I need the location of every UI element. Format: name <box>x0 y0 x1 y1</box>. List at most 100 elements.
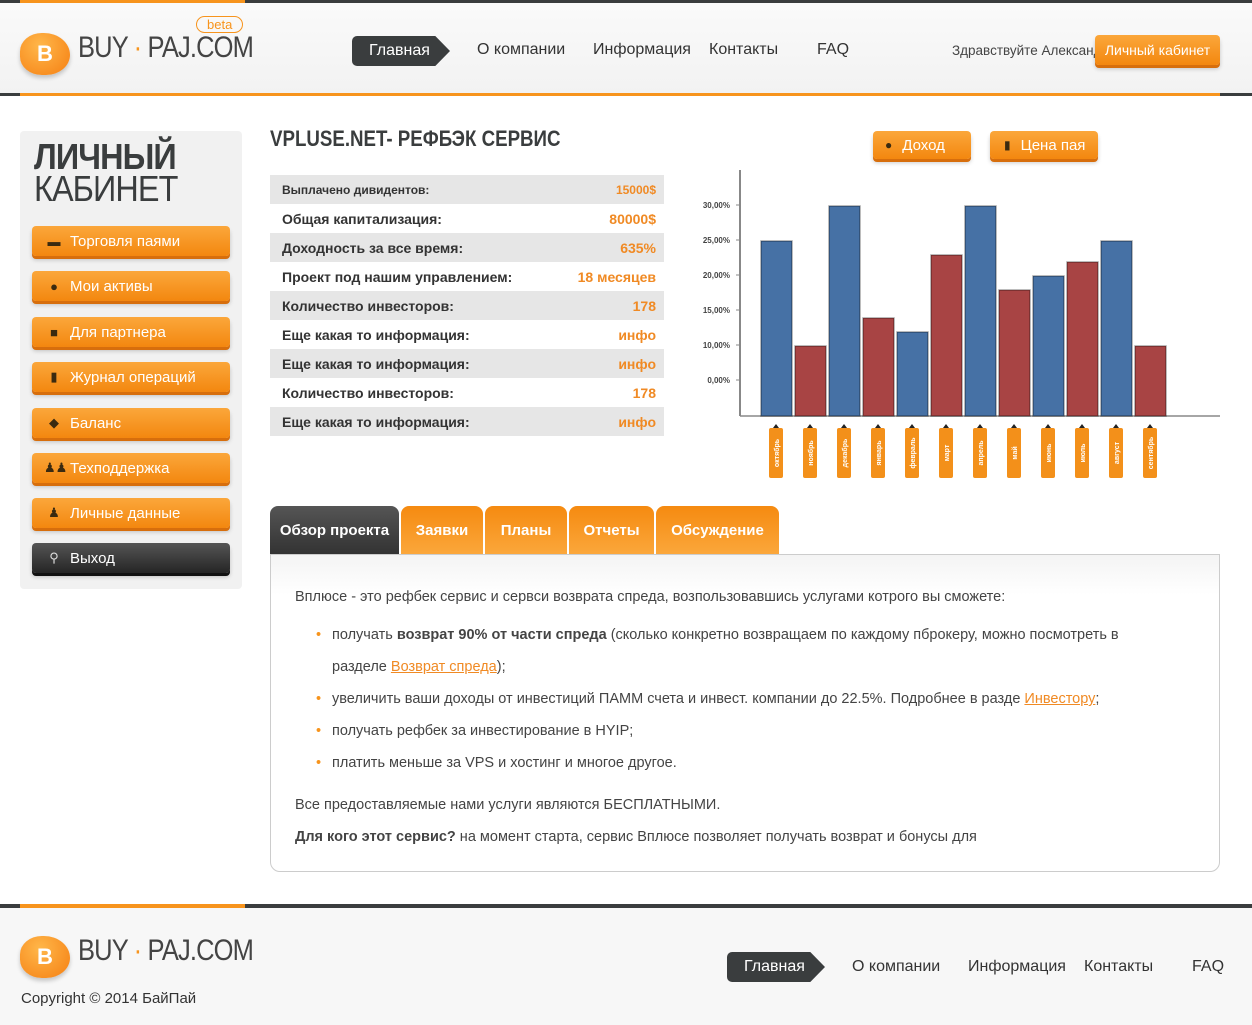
x-tick-label: июнь <box>1046 443 1053 463</box>
sidebar-item-balance[interactable]: ◆ Баланс <box>32 408 230 438</box>
stats-row: Проект под нашим управлением: 18 месяцев <box>282 268 656 285</box>
x-tick-label: июль <box>1080 443 1087 463</box>
footer: B BUY · PAJ.COM Copyright © 2014 БайПай … <box>0 904 1252 1025</box>
bar-июнь <box>1032 275 1065 417</box>
sidebar-item-partner[interactable]: ■ Для партнера <box>32 317 230 347</box>
sidebar-item-journal[interactable]: ▮ Журнал операций <box>32 362 230 392</box>
bar-сентябрь <box>1134 345 1167 417</box>
month-tag <box>1075 428 1089 478</box>
stats-row: Выплачено дивидентов: 15000$ <box>270 175 664 204</box>
cabinet-button[interactable]: Личный кабинет <box>1095 35 1220 65</box>
x-tick-label: март <box>944 444 951 461</box>
month-tag <box>803 428 817 478</box>
month-tag <box>769 428 783 478</box>
sidebar-item-assets[interactable]: ● Мои активы <box>32 271 230 301</box>
stats-row: Доходность за все время: 635% <box>270 233 664 262</box>
month-tag <box>905 428 919 478</box>
sidebar: ЛИЧНЫЙ КАБИНЕТ ▬ Торговля паями ● Мои актив… <box>20 131 242 589</box>
bar-октябрь <box>760 240 793 417</box>
sidebar-item-trading[interactable]: ▬ Торговля паями <box>32 226 230 256</box>
x-tick-label: декабрь <box>841 438 849 467</box>
intro-text: Вплюсе - это рефбек сервис и сервси возв… <box>295 589 1006 605</box>
nav-about[interactable]: О компании <box>477 41 566 58</box>
tick-marker <box>909 424 915 428</box>
divider-accent <box>20 93 1220 96</box>
tick-marker <box>1079 424 1085 428</box>
y-tick-label: 15,00% <box>703 306 730 315</box>
feature-list: получать возврат 90% от части спреда (ск… <box>316 619 1195 779</box>
tick-marker <box>1045 424 1051 428</box>
tab-discussion[interactable]: Обсуждение <box>656 506 779 554</box>
tick-marker <box>807 424 813 428</box>
share-price-button[interactable]: ▮ Цена пая <box>990 131 1098 159</box>
bar-февраль <box>896 331 929 417</box>
x-tick-label: апрель <box>978 440 985 466</box>
header: B BUY · PAJ.COM beta Главная О компании … <box>0 0 1252 96</box>
money-bag-icon: ● <box>50 278 58 294</box>
sidebar-item-profile[interactable]: ♟ Личные данные <box>32 498 230 528</box>
list-item: платить меньше за VPS и хостинг и многое… <box>316 747 1195 779</box>
y-tick-label: 20,00% <box>703 271 730 280</box>
nav-home[interactable]: Главная <box>352 36 450 66</box>
stats-row: Еще какая то информация: инфо <box>270 349 664 378</box>
y-tick-label: 30,00% <box>703 201 730 210</box>
investor-link[interactable]: Инвестору <box>1024 691 1096 707</box>
stats-row: Общая капитализация: 80000$ <box>282 210 656 227</box>
bar-июль <box>1066 261 1099 417</box>
nav-contacts[interactable]: Контакты <box>1084 958 1154 975</box>
beta-badge: beta <box>196 16 244 33</box>
bar-май <box>998 289 1031 417</box>
stats-row: Количество инвесторов: 178 <box>270 291 664 320</box>
month-tag <box>973 428 987 478</box>
tick-marker <box>875 424 881 428</box>
audience-text: Для кого этот сервис? на момент старта, … <box>295 829 977 845</box>
month-tag <box>871 428 885 478</box>
users-icon: ♟♟ <box>44 460 68 475</box>
nav-faq[interactable]: FAQ <box>817 41 850 58</box>
logo-text[interactable]: BUY · PAJ.COM <box>78 934 254 967</box>
tick-marker <box>977 424 983 428</box>
x-tick-label: январь <box>876 440 883 466</box>
tick-marker <box>1113 424 1119 428</box>
x-tick-label: октябрь <box>773 438 781 467</box>
running-man-icon: ⚲ <box>49 550 59 565</box>
month-tag <box>1143 428 1157 478</box>
list-item: увеличить ваши доходы от инвестиций ПАММ… <box>316 683 1195 715</box>
month-tag <box>939 428 953 478</box>
free-text: Все предоставляемые нами услуги являются… <box>295 797 721 813</box>
piggy-bank-icon: ◆ <box>49 415 59 430</box>
nav-info[interactable]: Информация <box>593 41 691 58</box>
tab-bar: Обзор проекта Заявки Планы Отчеты Обсужд… <box>270 506 779 554</box>
tab-reports[interactable]: Отчеты <box>569 506 654 554</box>
nav-faq[interactable]: FAQ <box>1192 958 1225 975</box>
logo-icon[interactable]: B <box>20 936 70 978</box>
nav-info[interactable]: Информация <box>968 958 1066 975</box>
nav-about[interactable]: О компании <box>852 958 941 975</box>
logo-icon[interactable]: B <box>20 33 70 75</box>
tab-plans[interactable]: Планы <box>485 506 567 554</box>
greeting: Здравствуйте Александр! <box>952 43 1113 58</box>
sidebar-item-logout[interactable]: ⚲ Выход <box>32 543 230 573</box>
spread-return-link[interactable]: Возврат спреда <box>390 659 497 675</box>
money-bag-icon: ● <box>885 138 893 152</box>
tab-requests[interactable]: Заявки <box>401 506 483 554</box>
nav-contacts[interactable]: Контакты <box>709 41 779 58</box>
month-tag <box>1007 428 1021 478</box>
sidebar-item-support[interactable]: ♟♟ Техподдержка <box>32 453 230 483</box>
stats-table: Выплачено дивидентов: 15000$ Общая капита… <box>270 175 664 436</box>
x-tick-label: август <box>1114 441 1121 464</box>
tab-overview[interactable]: Обзор проекта <box>270 506 399 554</box>
nav-home[interactable]: Главная <box>727 952 825 982</box>
income-button[interactable]: ● Доход <box>873 131 971 159</box>
logo-left: BUY <box>78 31 128 64</box>
month-tag <box>837 428 851 478</box>
logo-text[interactable]: BUY · PAJ.COM <box>78 31 254 64</box>
month-tag <box>1109 428 1123 478</box>
tick-marker <box>773 424 779 428</box>
accent-bar <box>20 0 245 3</box>
bar-декабрь <box>828 205 861 417</box>
user-icon: ♟ <box>48 505 60 520</box>
month-tag <box>1041 428 1055 478</box>
sidebar-title: ЛИЧНЫЙ КАБИНЕТ <box>34 136 178 209</box>
accent-bar <box>20 904 245 908</box>
